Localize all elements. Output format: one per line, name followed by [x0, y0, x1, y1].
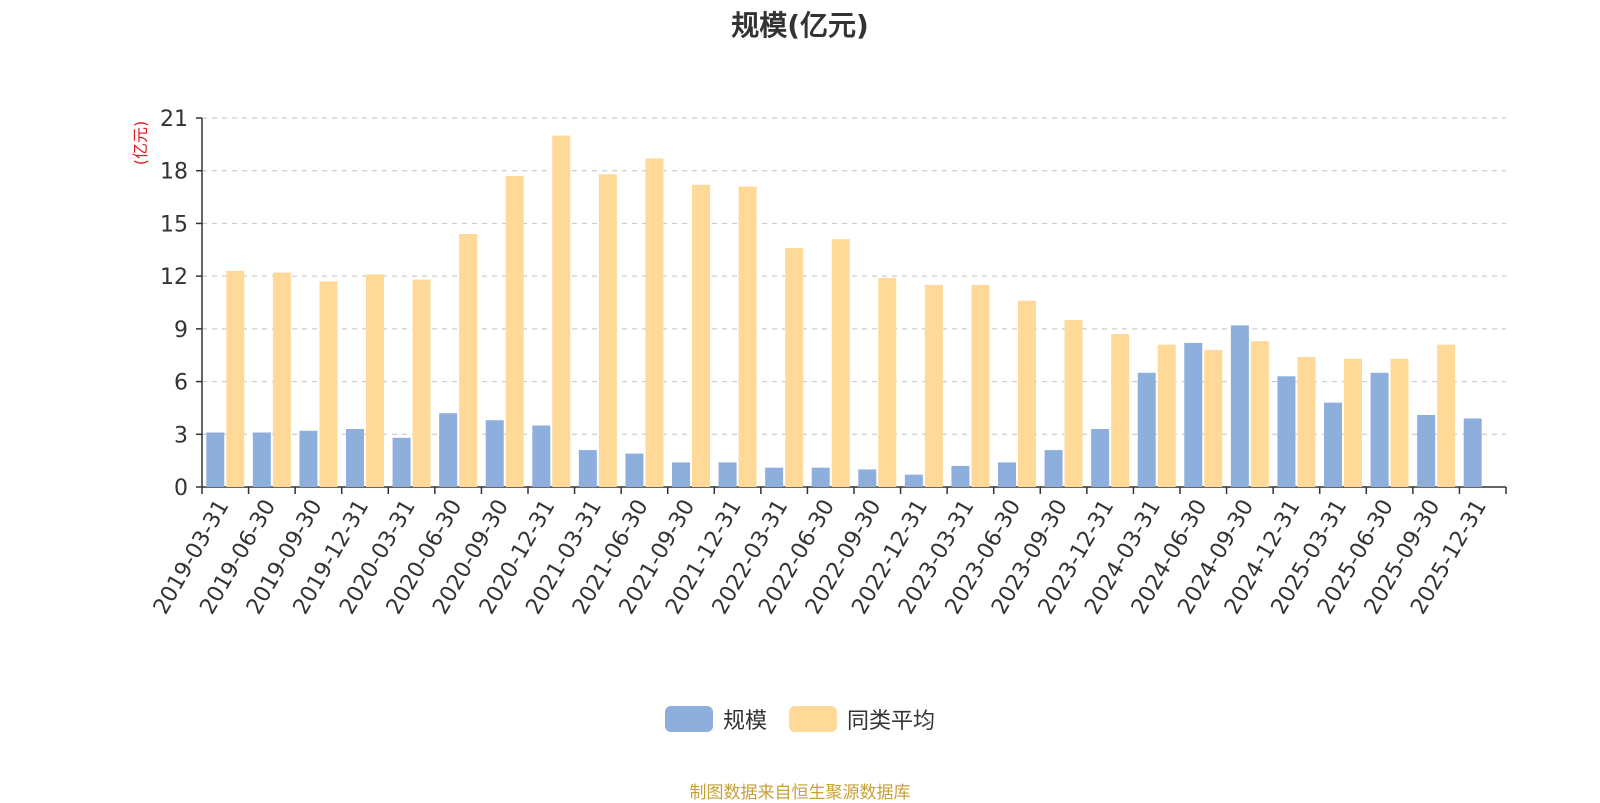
bar-scale	[1277, 376, 1296, 487]
bar-scale	[252, 432, 271, 487]
y-tick-label: 21	[160, 107, 188, 132]
bar-category-average	[1437, 344, 1456, 487]
bar-scale	[206, 432, 225, 487]
bar-category-average	[412, 279, 431, 487]
bar-category-average	[1157, 344, 1176, 487]
bar-category-average	[831, 239, 850, 487]
legend-swatch-scale	[664, 706, 713, 732]
bar-scale	[439, 413, 458, 487]
bar-category-average	[1390, 358, 1409, 487]
bar-scale	[811, 467, 830, 487]
bar-category-average	[1297, 356, 1316, 487]
bar-category-average	[785, 248, 804, 487]
bar-scale	[532, 425, 551, 487]
y-axis-label: (亿元)	[131, 121, 150, 166]
bar-scale	[625, 453, 644, 487]
bar-category-average	[319, 281, 338, 487]
y-tick-label: 12	[160, 265, 188, 290]
bar-scale	[1324, 402, 1342, 487]
bar-category-average	[971, 284, 990, 487]
bar-category-average	[692, 184, 710, 487]
bar-scale	[299, 430, 318, 487]
bar-category-average	[226, 270, 245, 487]
bar-category-average	[924, 284, 943, 487]
bar-category-average	[1204, 349, 1223, 487]
y-tick-label: 9	[174, 318, 188, 343]
bar-scale	[1091, 429, 1110, 487]
bar-category-average	[1064, 320, 1083, 487]
bar-category-average	[1111, 334, 1130, 487]
y-tick-label: 15	[160, 212, 188, 237]
bar-scale	[1184, 342, 1203, 487]
bar-category-average	[738, 186, 757, 487]
bar-scale	[485, 420, 504, 487]
bar-scale	[392, 437, 411, 487]
bar-scale	[765, 467, 784, 487]
bar-scale	[998, 462, 1016, 487]
legend-label-scale: 规模	[722, 709, 767, 734]
chart-title: 规模(亿元)	[731, 9, 869, 42]
data-source-note: 制图数据来自恒生聚源数据库	[689, 783, 911, 803]
bar-scale	[718, 462, 737, 487]
bar-category-average	[598, 174, 617, 487]
y-tick-label: 3	[174, 423, 188, 448]
bar-category-average	[366, 274, 384, 487]
legend-label-category-average: 同类平均	[847, 709, 936, 734]
y-tick-label: 6	[174, 371, 188, 396]
y-tick-label: 18	[160, 160, 188, 185]
bar-scale	[1463, 418, 1482, 487]
legend-item-scale[interactable]: 规模	[664, 703, 767, 735]
bar-category-average	[552, 135, 571, 488]
legend-item-category-average[interactable]: 同类平均	[789, 703, 935, 735]
y-tick-label: 0	[174, 476, 188, 501]
bar-category-average	[1018, 300, 1036, 487]
bar-category-average	[1250, 341, 1269, 487]
bar-scale	[1044, 450, 1063, 487]
bar-category-average	[645, 158, 664, 487]
bar-category-average	[459, 233, 478, 487]
bar-scale	[904, 474, 923, 487]
bar-scale	[672, 462, 690, 487]
bar-scale	[578, 450, 597, 487]
bar-scale	[1137, 372, 1156, 487]
bar-scale	[1417, 414, 1436, 487]
bar-scale	[346, 429, 364, 487]
bar-category-average	[505, 175, 524, 487]
bar-scale	[951, 465, 970, 487]
bar-scale	[1370, 372, 1389, 487]
bar-category-average	[1344, 358, 1362, 487]
bar-scale	[1230, 325, 1249, 487]
legend-swatch-category-average	[789, 706, 837, 732]
bar-scale	[858, 469, 877, 487]
legend[interactable]: 规模 同类平均	[0, 703, 1600, 735]
bar-category-average	[878, 277, 897, 487]
bar-category-average	[272, 272, 291, 487]
